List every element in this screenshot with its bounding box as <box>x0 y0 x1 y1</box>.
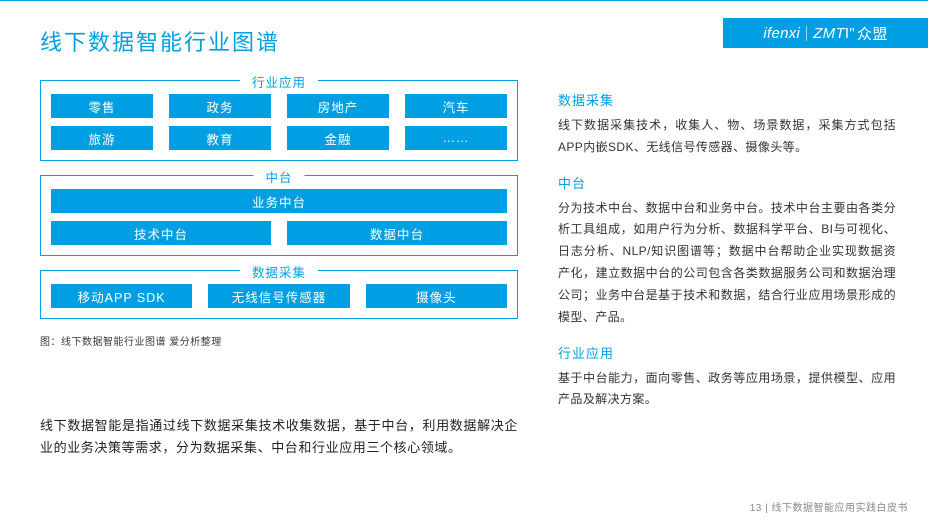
chip: 房地产 <box>287 94 389 118</box>
chip: …… <box>405 126 507 150</box>
page-title: 线下数据智能行业图谱 <box>40 25 280 57</box>
right-title: 中台 <box>558 173 896 192</box>
section-legend: 中台 <box>253 167 304 186</box>
summary-paragraph: 线下数据智能是指通过线下数据采集技术收集数据，基于中台，利用数据解决企业的业务决… <box>40 415 518 460</box>
right-body: 线下数据采集技术，收集人、物、场景数据，采集方式包括APP内嵌SDK、无线信号传… <box>558 115 896 159</box>
brand-bar: ifenxi ZMTI" 众盟 <box>723 18 928 48</box>
chip: 摄像头 <box>366 284 507 308</box>
chip: 金融 <box>287 126 389 150</box>
chip: 技术中台 <box>51 221 271 245</box>
slide: ifenxi ZMTI" 众盟 线下数据智能行业图谱 行业应用 零售 政务 房地… <box>0 0 928 524</box>
chip: 移动APP SDK <box>51 284 192 308</box>
right-title: 行业应用 <box>558 343 896 362</box>
right-section-platform: 中台 分为技术中台、数据中台和业务中台。技术中台主要由各类分析工具组成，如用户行… <box>558 173 896 329</box>
chip: 汽车 <box>405 94 507 118</box>
chip: 无线信号传感器 <box>208 284 349 308</box>
right-body: 基于中台能力，面向零售、政务等应用场景，提供模型、应用产品及解决方案。 <box>558 368 896 412</box>
chip: 政务 <box>169 94 271 118</box>
right-title: 数据采集 <box>558 90 896 109</box>
chip: 教育 <box>169 126 271 150</box>
brand-separator-icon <box>806 26 807 41</box>
brand-suffix: I" <box>845 25 855 42</box>
section-legend: 行业应用 <box>240 72 318 91</box>
diagram-section-platform: 中台 业务中台 技术中台 数据中台 <box>40 175 518 256</box>
page-number: 13 <box>750 503 762 514</box>
section-legend: 数据采集 <box>240 262 318 281</box>
brand-left: ifenxi <box>763 25 800 42</box>
brand-mid: ZMT <box>813 25 845 42</box>
diagram-area: 行业应用 零售 政务 房地产 汽车 旅游 教育 金融 …… 中台 业务中台 技术… <box>40 80 518 348</box>
footer-sep: | <box>762 503 772 514</box>
brand-right: 众盟 <box>857 23 888 44</box>
top-divider <box>0 0 928 1</box>
diagram-caption: 图：线下数据智能行业图谱 爱分析整理 <box>40 333 518 348</box>
right-section-industry: 行业应用 基于中台能力，面向零售、政务等应用场景，提供模型、应用产品及解决方案。 <box>558 343 896 412</box>
right-section-collection: 数据采集 线下数据采集技术，收集人、物、场景数据，采集方式包括APP内嵌SDK、… <box>558 90 896 159</box>
chip: 数据中台 <box>287 221 507 245</box>
chip: 零售 <box>51 94 153 118</box>
right-body: 分为技术中台、数据中台和业务中台。技术中台主要由各类分析工具组成，如用户行为分析… <box>558 198 896 329</box>
chip: 业务中台 <box>51 189 507 213</box>
footer: 13 | 线下数据智能应用实践白皮书 <box>750 499 908 514</box>
diagram-section-industry: 行业应用 零售 政务 房地产 汽车 旅游 教育 金融 …… <box>40 80 518 161</box>
chip: 旅游 <box>51 126 153 150</box>
diagram-section-collection: 数据采集 移动APP SDK 无线信号传感器 摄像头 <box>40 270 518 319</box>
doc-title: 线下数据智能应用实践白皮书 <box>772 503 909 514</box>
right-column: 数据采集 线下数据采集技术，收集人、物、场景数据，采集方式包括APP内嵌SDK、… <box>558 90 896 425</box>
